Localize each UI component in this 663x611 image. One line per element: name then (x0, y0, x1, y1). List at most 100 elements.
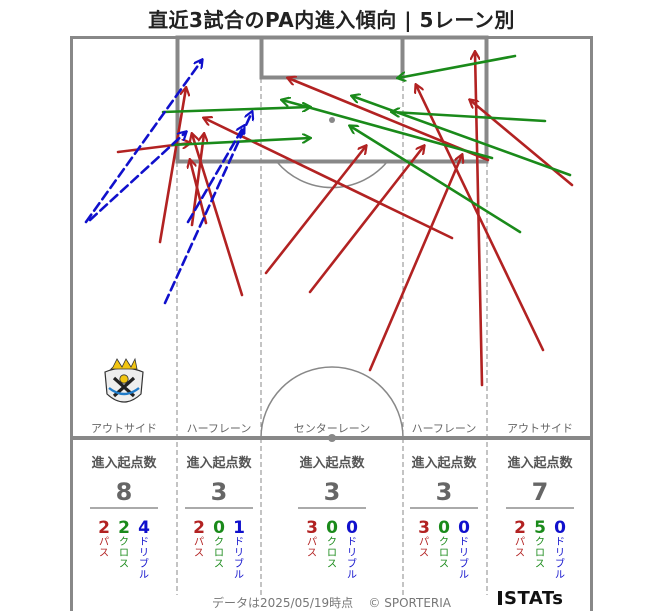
lane-3-dribble-count: 0 (458, 518, 470, 538)
lane-total-1: 3 (211, 478, 228, 506)
lane-1-dribble-label: ド (234, 537, 244, 548)
lane-0-cross-count: 2 (118, 518, 130, 538)
copyright: © SPORTERIA (368, 596, 451, 610)
cross-arrow-18 (161, 107, 310, 114)
lane-1-dribble-label: ブ (234, 557, 244, 570)
lane-1-pass-count: 2 (193, 518, 205, 538)
pass-arrow-2 (190, 160, 208, 225)
goal-area (259, 35, 405, 80)
pass-arrow-6 (288, 78, 490, 162)
lane-0-pass-label: ス (99, 548, 109, 559)
lane-2-dribble-label: ド (347, 537, 357, 548)
pass-arrow-8 (264, 146, 366, 275)
pass-arrow-0 (158, 88, 186, 244)
lane-2-dribble-label: リ (347, 548, 357, 559)
lane-2-cross-count: 0 (326, 518, 338, 538)
lane-0-dribble-label: リ (139, 548, 149, 559)
lane-1-dribble-label: ル (234, 570, 244, 581)
lane-1-cross-label: ロ (214, 548, 224, 559)
lane-name-1: ハーフレーン (187, 422, 252, 435)
lane-0-dribble-label: ド (139, 537, 149, 548)
lane-header-0: 進入起点数 (91, 455, 157, 471)
lane-1-cross-label: ス (214, 559, 224, 570)
lane-2-pass-label: パ (307, 536, 317, 548)
lane-0-dribble-label: ル (139, 570, 149, 581)
penalty-arc (276, 161, 388, 189)
lane-3-pass-count: 3 (418, 518, 430, 538)
lane-name-3: ハーフレーン (412, 422, 477, 435)
lane-4-dribble-label: ル (555, 570, 565, 581)
lane-0-cross-label: ス (119, 559, 129, 570)
pass-arrow-12 (475, 52, 484, 387)
dribble-arrow-20 (84, 60, 202, 224)
lane-header-1: 進入起点数 (186, 455, 252, 471)
lane-1-dribble-label: リ (234, 548, 244, 559)
lane-1-pass-label: パ (194, 536, 204, 548)
lane-2-cross-label: ス (327, 559, 337, 570)
lane-2-pass-label: ス (307, 548, 317, 559)
lane-header-4: 進入起点数 (507, 455, 573, 471)
team-crest-icon (104, 357, 144, 403)
lane-2-dribble-label: ル (347, 570, 357, 581)
data-date: データは2025/05/19時点 (211, 596, 354, 610)
center-circle (260, 366, 404, 439)
lane-0-pass-label: パ (99, 536, 109, 548)
lane-4-cross-label: ク (535, 536, 545, 548)
lane-3-cross-label: ク (439, 536, 449, 548)
lane-4-pass-label: パ (515, 536, 525, 548)
pass-arrow-5 (204, 118, 454, 240)
lane-3-dribble-label: ド (459, 537, 469, 548)
lane-4-dribble-label: ブ (555, 557, 565, 570)
dribble-arrow-23 (186, 126, 244, 224)
lane-name-0: アウトサイド (91, 422, 157, 435)
lane-2-pass-count: 3 (306, 518, 318, 538)
lane-total-0: 8 (116, 478, 133, 506)
lane-0-dribble-label: ブ (139, 557, 149, 570)
cross-arrow-13 (398, 54, 517, 78)
lane-3-dribble-label: ル (459, 570, 469, 581)
stats-logo: STATs (498, 588, 563, 609)
entry-arrows (84, 52, 574, 387)
lane-4-dribble-label: リ (555, 548, 565, 559)
lane-2-dribble-label: ブ (347, 557, 357, 570)
dribble-arrow-22 (163, 112, 252, 305)
lane-3-pass-label: ス (419, 548, 429, 559)
lane-stats: アウトサイド進入起点数82パス2クロス4ドリブルハーフレーン進入起点数32パス0… (90, 422, 574, 581)
lane-3-cross-label: ス (439, 559, 449, 570)
stats-logo-text: STATs (504, 588, 564, 609)
lane-4-cross-label: ロ (535, 548, 545, 559)
center-spot (328, 434, 336, 442)
lane-0-cross-label: ク (119, 536, 129, 548)
pitch-lines (70, 35, 593, 611)
lane-4-cross-count: 5 (534, 518, 546, 538)
pass-arrow-10 (368, 155, 462, 372)
lane-0-cross-label: ロ (119, 548, 129, 559)
lane-3-dribble-label: リ (459, 548, 469, 559)
lane-1-dribble-count: 1 (233, 518, 245, 538)
lane-header-2: 進入起点数 (299, 455, 365, 471)
cross-arrow-16 (350, 126, 522, 234)
lane-total-4: 7 (532, 478, 549, 506)
stats-logo-mark (498, 591, 502, 605)
lane-3-cross-label: ロ (439, 548, 449, 559)
lane-1-cross-label: ク (214, 536, 224, 548)
lane-4-pass-label: ス (515, 548, 525, 559)
penalty-spot (329, 117, 335, 123)
lane-2-dribble-count: 0 (346, 518, 358, 538)
lane-4-dribble-count: 0 (554, 518, 566, 538)
page-title: 直近3試合のPA内進入傾向 | 5レーン別 (148, 8, 515, 32)
lane-3-pass-label: パ (419, 536, 429, 548)
cross-arrow-14 (392, 112, 547, 123)
lane-4-dribble-label: ド (555, 537, 565, 548)
lane-0-dribble-count: 4 (138, 518, 150, 538)
pass-arrow-3 (192, 134, 244, 297)
lane-0-pass-count: 2 (98, 518, 110, 538)
lane-name-4: アウトサイド (507, 422, 573, 435)
lane-4-cross-label: ス (535, 559, 545, 570)
lane-total-3: 3 (436, 478, 453, 506)
cross-arrow-15 (352, 96, 572, 177)
lane-name-2: センターレーン (294, 422, 370, 435)
lane-header-3: 進入起点数 (411, 455, 477, 471)
lane-3-cross-count: 0 (438, 518, 450, 538)
